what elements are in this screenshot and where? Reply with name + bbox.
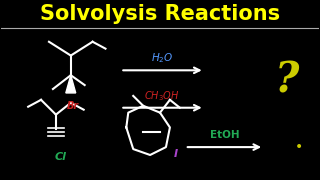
Text: •: • <box>295 140 303 154</box>
Text: Solvolysis Reactions: Solvolysis Reactions <box>40 4 280 24</box>
Text: Cl: Cl <box>55 152 67 162</box>
Text: ?: ? <box>275 59 299 101</box>
Text: $H_2O$: $H_2O$ <box>151 52 173 65</box>
Text: EtOH: EtOH <box>210 130 239 140</box>
Text: Br: Br <box>67 101 79 111</box>
Text: $CH_3OH$: $CH_3OH$ <box>144 89 180 103</box>
Text: I: I <box>174 149 178 159</box>
Polygon shape <box>66 75 76 93</box>
